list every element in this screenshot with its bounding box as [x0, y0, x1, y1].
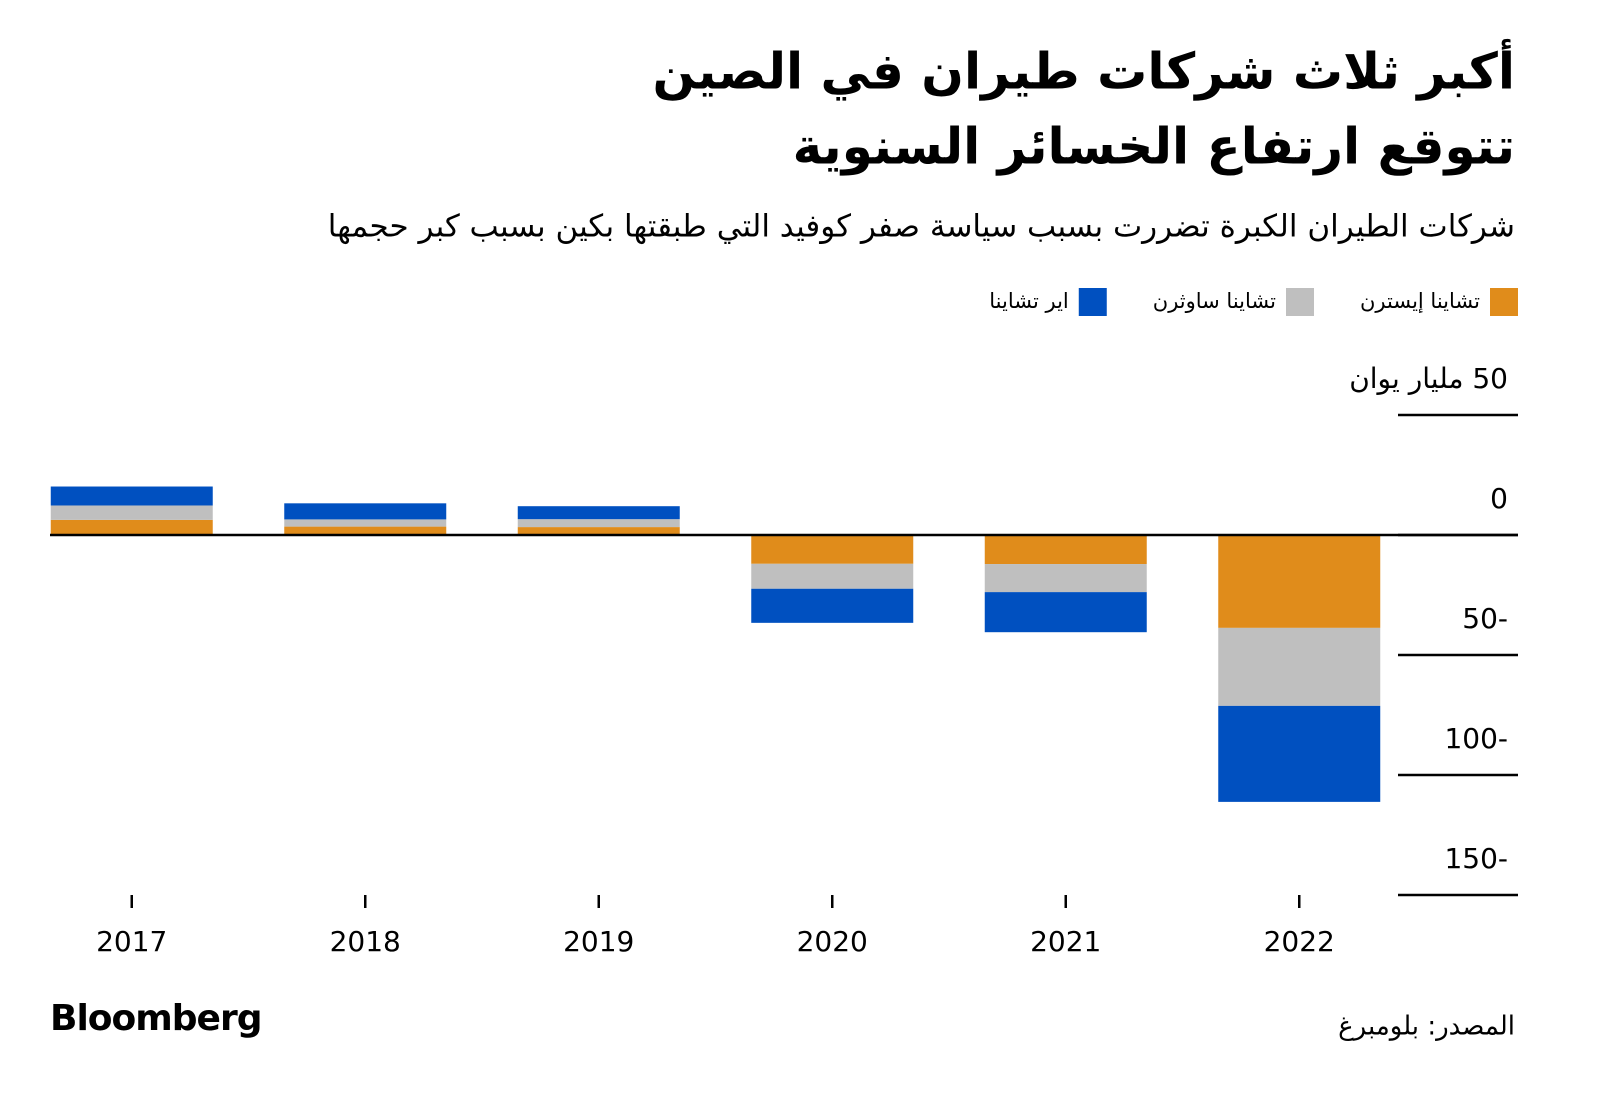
legend-label: تشاينا إيسترن [1360, 289, 1480, 314]
y-tick-label: 50 مليار يوان [1349, 362, 1508, 395]
x-tick-label: 2018 [330, 925, 401, 958]
bar [50, 519, 213, 535]
y-tick-label: 0 [1490, 482, 1508, 515]
bar [517, 519, 680, 528]
chart-title: أكبر ثلاث شركات طيران في الصين [653, 39, 1515, 102]
legend-label: اير تشاينا [989, 289, 1069, 313]
x-tick-label: 2022 [1264, 925, 1335, 958]
x-tick-label: 2021 [1030, 925, 1101, 958]
x-tick-label: 2017 [96, 925, 167, 958]
bar [1218, 535, 1381, 628]
legend-swatch [1490, 288, 1518, 316]
y-tick-label: -50 [1462, 602, 1508, 635]
x-tick-label: 2019 [563, 925, 634, 958]
legend-label: تشاينا ساوثرن [1153, 289, 1276, 313]
brand: Bloomberg [50, 998, 261, 1039]
bar [284, 526, 447, 535]
bar [284, 503, 447, 520]
bar [517, 506, 680, 520]
legend-swatch [1286, 288, 1314, 316]
bar [1218, 705, 1381, 802]
bar [284, 519, 447, 527]
bar [1218, 627, 1381, 706]
legend-swatch [1078, 288, 1107, 316]
bar [751, 588, 914, 623]
source: المصدر: بلومبرغ [1338, 1012, 1515, 1042]
bar [984, 592, 1147, 633]
bar [517, 527, 680, 535]
bar [984, 535, 1147, 565]
chart-title: تتوقع ارتفاع الخسائر السنوية [793, 118, 1515, 177]
bar [984, 564, 1147, 593]
y-tick-label: -100 [1444, 722, 1508, 755]
bar [751, 535, 914, 564]
y-tick-label: -150 [1444, 842, 1508, 875]
x-tick-label: 2020 [797, 925, 868, 958]
bar [50, 505, 213, 520]
chart-subtitle: شركات الطيران الكبرة تضررت بسبب سياسة صف… [328, 209, 1515, 245]
bar [50, 486, 213, 506]
bar [751, 563, 914, 589]
